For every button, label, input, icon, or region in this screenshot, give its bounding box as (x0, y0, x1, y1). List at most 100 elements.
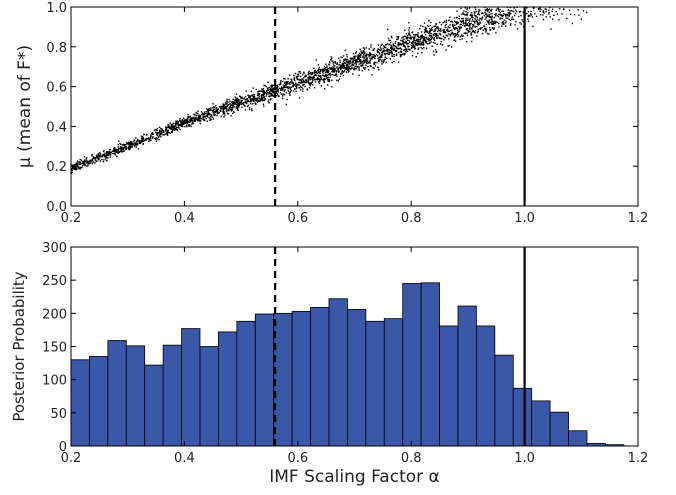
scatter-point (267, 81, 269, 83)
scatter-point (161, 132, 163, 134)
scatter-point (310, 82, 312, 84)
scatter-point (341, 66, 343, 69)
scatter-point (197, 120, 199, 122)
scatter-point (381, 51, 383, 54)
scatter-point (102, 153, 104, 155)
scatter-point (305, 81, 307, 84)
scatter-point (494, 13, 496, 15)
scatter-point (257, 90, 259, 93)
scatter-point (370, 53, 372, 56)
scatter-point (373, 48, 376, 50)
scatter-point (510, 10, 513, 12)
scatter-point (316, 77, 319, 79)
scatter-point (79, 166, 81, 169)
scatter-point (346, 69, 349, 72)
scatter-point (351, 57, 353, 59)
scatter-point (278, 95, 280, 98)
scatter-point (129, 144, 131, 146)
scatter-point (469, 23, 471, 25)
scatter-point (71, 168, 73, 171)
scatter-point (363, 57, 365, 59)
scatter-point (222, 103, 224, 105)
scatter-point (203, 111, 206, 113)
scatter-point (423, 40, 425, 42)
scatter-point (449, 35, 451, 37)
scatter-point (372, 67, 374, 69)
scatter-point (268, 99, 270, 101)
scatter-point (434, 30, 436, 32)
scatter-point (365, 59, 367, 62)
scatter-point (226, 102, 228, 105)
scatter-point (165, 127, 167, 130)
scatter-point (368, 48, 370, 50)
scatter-point (490, 21, 492, 23)
scatter-point (130, 147, 132, 149)
scatter-point (475, 29, 477, 32)
scatter-point (485, 12, 487, 15)
scatter-point (364, 54, 366, 57)
scatter-point (464, 19, 467, 21)
scatter-point (292, 83, 294, 85)
scatter-point (136, 144, 138, 146)
scatter-point (414, 34, 416, 36)
scatter-point (121, 146, 124, 149)
scatter-point (182, 120, 184, 122)
scatter-point (352, 60, 354, 63)
scatter-point (237, 99, 239, 101)
scatter-point (279, 83, 282, 86)
scatter-point (217, 112, 219, 114)
scatter-point (329, 62, 331, 64)
scatter-point (108, 151, 110, 154)
scatter-point (388, 49, 390, 51)
scatter-point (497, 9, 500, 11)
scatter-point (275, 89, 277, 91)
scatter-point (145, 138, 148, 140)
scatter-point (261, 93, 264, 95)
scatter-point (454, 35, 457, 37)
scatter-point (395, 46, 398, 49)
scatter-point (360, 62, 362, 65)
histogram-bar (218, 331, 238, 447)
scatter-point (392, 43, 394, 45)
scatter-point (349, 60, 351, 62)
scatter-point (338, 66, 340, 68)
scatter-point (485, 16, 487, 18)
histogram-reference-lines (274, 247, 526, 446)
scatter-point (113, 147, 116, 149)
scatter-point (502, 21, 504, 23)
scatter-point (384, 46, 386, 49)
scatter-point (287, 90, 289, 92)
scatter-point (254, 99, 257, 102)
scatter-point (81, 161, 83, 163)
scatter-point (300, 80, 303, 83)
scatter-point (479, 17, 481, 20)
scatter-point (569, 13, 572, 16)
scatter-point (479, 28, 482, 30)
scatter-point (225, 108, 228, 110)
histogram-bar (162, 344, 182, 447)
scatter-point (386, 50, 388, 52)
scatter-point (419, 43, 421, 45)
scatter-point (223, 107, 226, 109)
scatter-point (107, 157, 109, 159)
scatter-point (373, 67, 375, 69)
scatter-point (422, 42, 424, 44)
scatter-point (408, 22, 410, 24)
scatter-point (391, 53, 393, 55)
scatter-point (291, 82, 293, 84)
scatter-point (361, 60, 363, 63)
scatter-point (238, 99, 240, 101)
scatter-point (212, 112, 215, 114)
scatter-point (322, 68, 324, 70)
scatter-point (71, 168, 73, 170)
scatter-point (106, 153, 108, 156)
scatter-point (97, 155, 99, 157)
scatter-point (419, 40, 421, 43)
scatter-point (502, 10, 505, 12)
scatter-point (254, 98, 256, 100)
scatter-point (316, 74, 318, 76)
scatter-point (362, 51, 364, 53)
scatter-point (303, 79, 305, 82)
scatter-point (472, 18, 474, 21)
scatter-point (73, 167, 75, 169)
